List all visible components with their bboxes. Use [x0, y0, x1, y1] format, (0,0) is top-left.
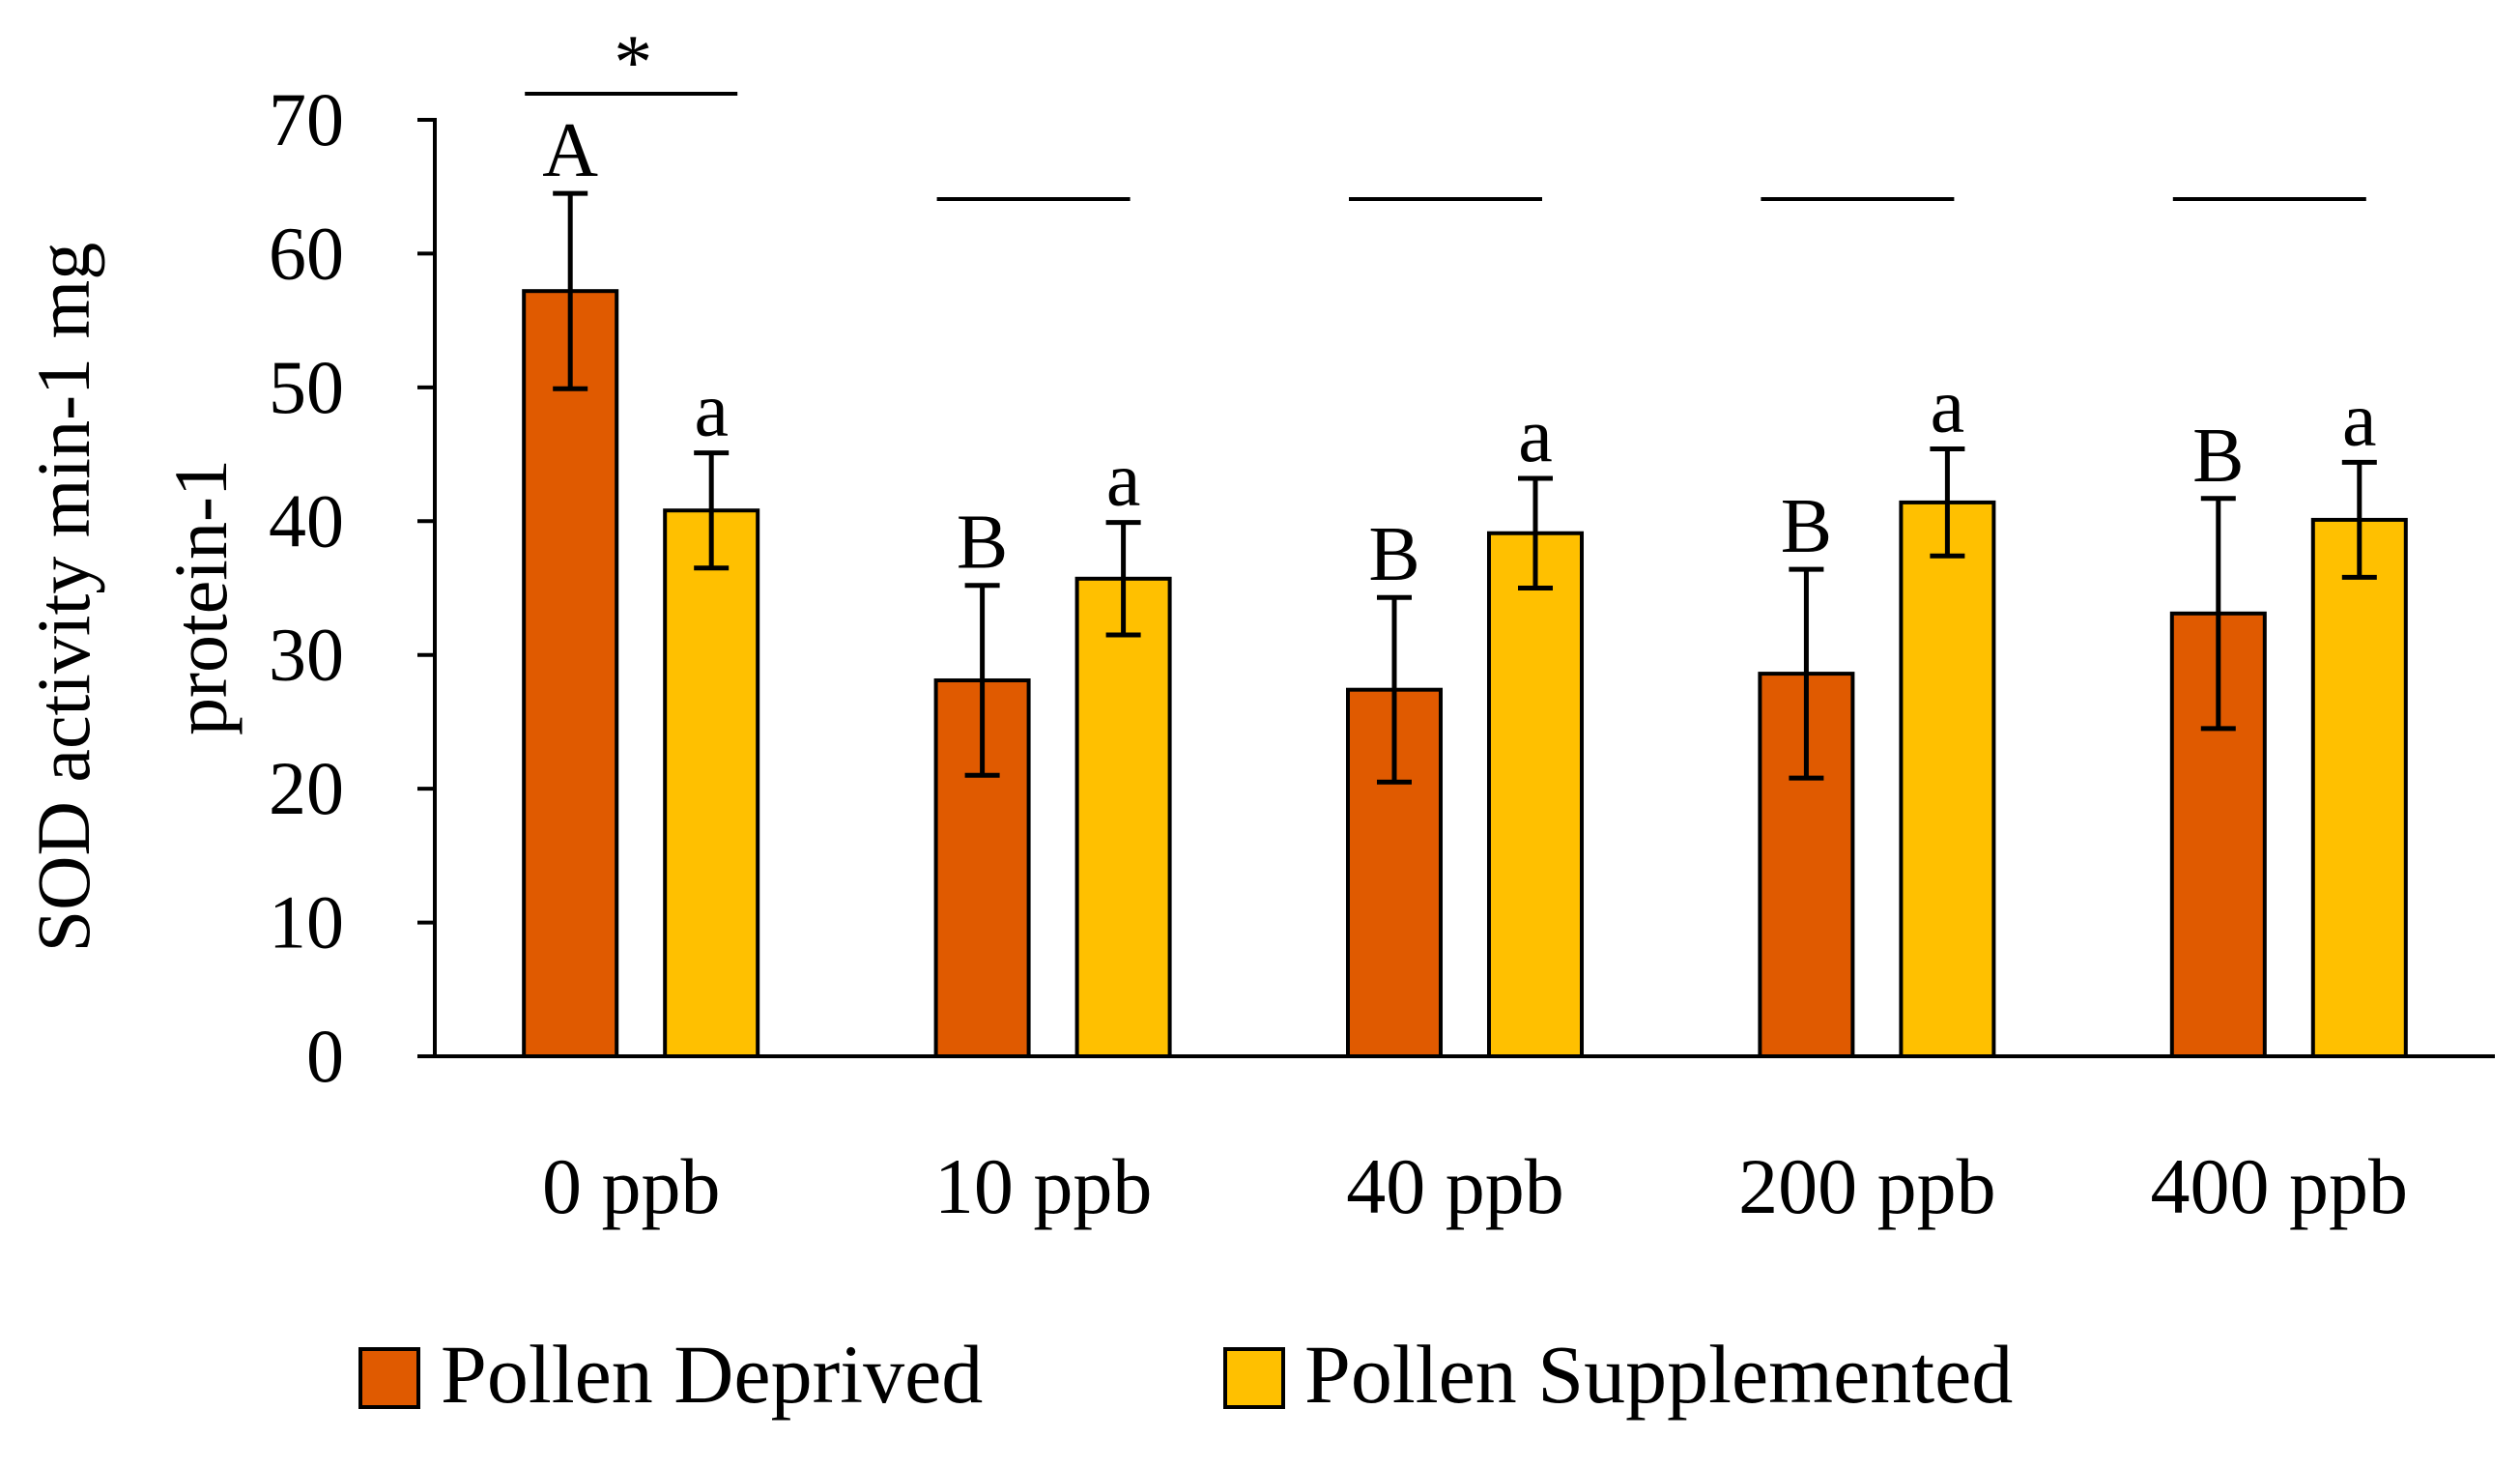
significance-letter: a — [1106, 438, 1141, 523]
significance-letter: B — [1781, 484, 1832, 569]
y-axis-label: SOD activity min-1 mg protein-1 — [21, 243, 243, 952]
significance-letter: B — [1368, 512, 1419, 597]
annotations: Aa * Ba Ba Ba B a — [525, 20, 2377, 597]
y-tick-label: 70 — [269, 77, 344, 161]
bar-pollen-supplemented — [1487, 531, 1584, 1058]
y-tick-label: 40 — [269, 478, 344, 562]
y-tick-label: 60 — [269, 211, 344, 295]
legend-swatch-pollen-deprived — [358, 1347, 420, 1409]
error-bars — [553, 190, 2377, 785]
bar-pollen-supplemented — [2310, 517, 2408, 1058]
significance-star: * — [614, 20, 652, 105]
y-tick-label: 50 — [269, 345, 344, 429]
y-tick-label: 30 — [269, 613, 344, 697]
significance-letter: a — [2342, 377, 2377, 462]
category-label: 400 ppb — [2151, 1142, 2409, 1230]
bar-pollen-supplemented — [1899, 500, 1996, 1058]
legend: Pollen Deprived Pollen Supplemented — [358, 1328, 2013, 1421]
bar-pollen-supplemented — [1074, 576, 1172, 1058]
significance-letter: A — [542, 108, 598, 193]
significance-letter: a — [1518, 393, 1553, 478]
bars — [522, 289, 2408, 1059]
bar-pollen-supplemented — [663, 508, 760, 1058]
category-label: 10 ppb — [934, 1142, 1153, 1230]
significance-letter: B — [957, 501, 1008, 586]
category-labels: 0 ppb 10 ppb 40 ppb 200 ppb 400 ppb — [542, 1142, 2408, 1230]
legend-label-pollen-deprived: Pollen Deprived — [441, 1328, 983, 1421]
legend-swatch-pollen-supplemented — [1223, 1347, 1285, 1409]
category-label: 0 ppb — [542, 1142, 721, 1230]
y-axis-label-line-1: SOD activity min-1 mg — [21, 243, 105, 952]
significance-letter: a — [694, 368, 729, 453]
y-tick-label: 20 — [269, 746, 344, 830]
y-axis-label-line-2: protein-1 — [158, 459, 243, 735]
significance-letter: B — [2192, 414, 2244, 499]
y-ticks: 0 10 20 30 40 50 60 70 — [269, 77, 435, 1098]
y-tick-label: 10 — [269, 880, 344, 964]
legend-label-pollen-supplemented: Pollen Supplemented — [1304, 1328, 2013, 1421]
axes — [433, 118, 2495, 1058]
bar-pollen-deprived — [522, 289, 619, 1058]
category-label: 40 ppb — [1346, 1142, 1564, 1230]
y-tick-label: 0 — [306, 1014, 344, 1098]
significance-letter: a — [1931, 364, 1965, 449]
category-label: 200 ppb — [1738, 1142, 1996, 1230]
